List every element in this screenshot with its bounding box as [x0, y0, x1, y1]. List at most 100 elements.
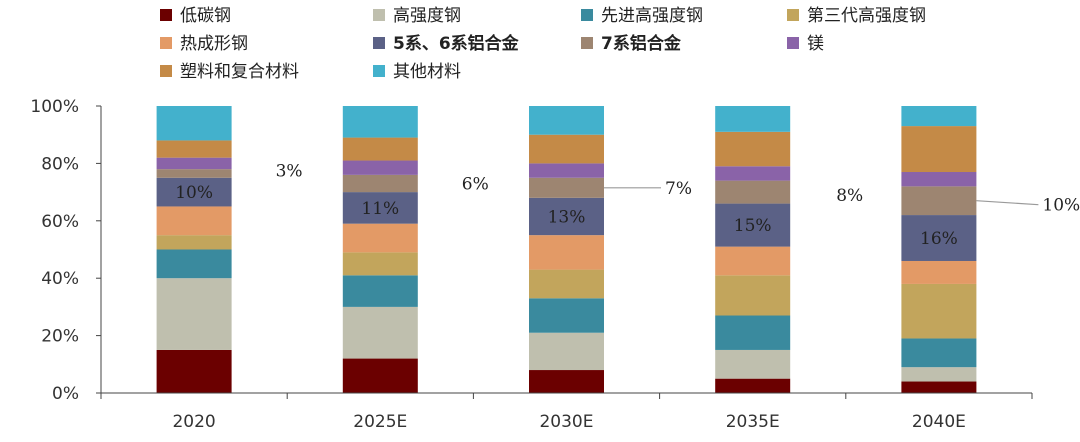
- legend-item: 高强度钢: [373, 6, 461, 26]
- bar-segment: [156, 169, 232, 178]
- bar-segment: [342, 106, 418, 138]
- bar-segment: [156, 235, 232, 250]
- side-data-label: 3%: [276, 161, 303, 181]
- legend-swatch: [581, 37, 593, 49]
- y-tick-label: 80%: [41, 154, 79, 174]
- legend-item: 5系、6系铝合金: [373, 33, 520, 54]
- legend-label: 先进高强度钢: [601, 6, 703, 26]
- bar-stack: [529, 106, 604, 393]
- bar-segment: [156, 140, 232, 158]
- legend-item: 第三代高强度钢: [787, 6, 926, 26]
- bar-segment: [156, 349, 232, 393]
- bar-segment: [715, 203, 791, 247]
- legend-swatch: [160, 65, 172, 77]
- legend-label: 第三代高强度钢: [807, 6, 926, 26]
- legend-item: 其他材料: [373, 62, 461, 82]
- bar-segment: [901, 338, 977, 368]
- bar-segment: [529, 134, 604, 164]
- inner-data-label: 15%: [734, 216, 772, 236]
- bar-segment: [901, 126, 977, 173]
- y-axis: 0% 20% 40% 60% 80% 100%: [30, 97, 102, 404]
- inner-data-label: 16%: [920, 229, 958, 249]
- bar-segment: [901, 215, 977, 261]
- bar-segment: [529, 197, 604, 236]
- legend-swatch: [581, 9, 593, 21]
- legend-item: 热成形钢: [160, 34, 248, 54]
- bar-segment: [715, 166, 791, 181]
- legend-label: 热成形钢: [180, 34, 248, 54]
- bar-segment: [715, 378, 791, 393]
- legend-label: 高强度钢: [393, 6, 461, 26]
- data-labels: 10% 3% 11% 6% 13% 7% 15% 8% 16% 10%: [175, 161, 1080, 249]
- bar-segment: [529, 332, 604, 371]
- legend-label: 7系铝合金: [601, 33, 682, 54]
- bars: [156, 106, 977, 393]
- bar-segment: [529, 269, 604, 299]
- bar-segment: [529, 235, 604, 270]
- legend-swatch: [787, 9, 799, 21]
- legend-label: 其他材料: [393, 62, 461, 82]
- legend-label: 低碳钢: [180, 6, 231, 26]
- side-data-label: 8%: [836, 186, 863, 206]
- bar-segment: [342, 306, 418, 359]
- legend-swatch: [373, 65, 385, 77]
- bar-segment: [156, 177, 232, 207]
- bar-segment: [901, 283, 977, 339]
- bar-segment: [715, 275, 791, 316]
- bar-segment: [342, 160, 418, 175]
- bar-stack: [342, 106, 418, 393]
- legend-label: 塑料和复合材料: [180, 62, 299, 82]
- bar-segment: [156, 249, 232, 279]
- bar-segment: [715, 131, 791, 167]
- bar-segment: [529, 370, 604, 393]
- legend-label: 5系、6系铝合金: [393, 33, 520, 54]
- bar-stack: [715, 106, 791, 393]
- x-axis: 2020 2025E 2030E 2035E 2040E: [100, 392, 1033, 432]
- bar-segment: [529, 177, 604, 198]
- leader-line: [976, 200, 1039, 206]
- y-tick-label: 0%: [52, 384, 79, 404]
- bar-segment: [715, 180, 791, 204]
- legend-item: 镁: [787, 34, 824, 54]
- legend-swatch: [160, 9, 172, 21]
- bar-segment: [342, 192, 418, 224]
- bar-segment: [901, 260, 977, 284]
- legend-swatch: [373, 37, 385, 49]
- bar-segment: [529, 298, 604, 333]
- bar-segment: [901, 186, 977, 216]
- bar-segment: [715, 315, 791, 350]
- bar-segment: [156, 106, 232, 141]
- bar-segment: [342, 223, 418, 253]
- bar-segment: [342, 275, 418, 307]
- bar-stack: [901, 106, 977, 393]
- bar-segment: [529, 163, 604, 178]
- legend-item: 先进高强度钢: [581, 6, 703, 26]
- legend-swatch: [160, 37, 172, 49]
- bar-segment: [156, 157, 232, 170]
- x-tick-label: 2020: [172, 412, 215, 432]
- bar-segment: [529, 106, 604, 135]
- x-tick-label: 2025E: [353, 412, 407, 432]
- legend-item: 7系铝合金: [581, 33, 682, 54]
- legend-item: 塑料和复合材料: [160, 62, 299, 82]
- bar-segment: [901, 381, 977, 393]
- bar-segment: [156, 206, 232, 236]
- x-tick-label: 2035E: [726, 412, 780, 432]
- inner-data-label: 11%: [361, 199, 399, 219]
- legend-swatch: [373, 9, 385, 21]
- inner-data-label: 10%: [175, 183, 213, 203]
- bar-segment: [342, 252, 418, 276]
- x-tick-label: 2030E: [539, 412, 593, 432]
- bar-segment: [342, 174, 418, 193]
- y-tick-label: 20%: [41, 327, 79, 347]
- y-tick-label: 100%: [30, 97, 79, 117]
- bar-segment: [342, 358, 418, 393]
- bar-segment: [901, 367, 977, 382]
- side-data-label: 7%: [665, 179, 692, 199]
- y-tick-label: 40%: [41, 269, 79, 289]
- x-tick-label: 2040E: [912, 412, 966, 432]
- legend-swatch: [787, 37, 799, 49]
